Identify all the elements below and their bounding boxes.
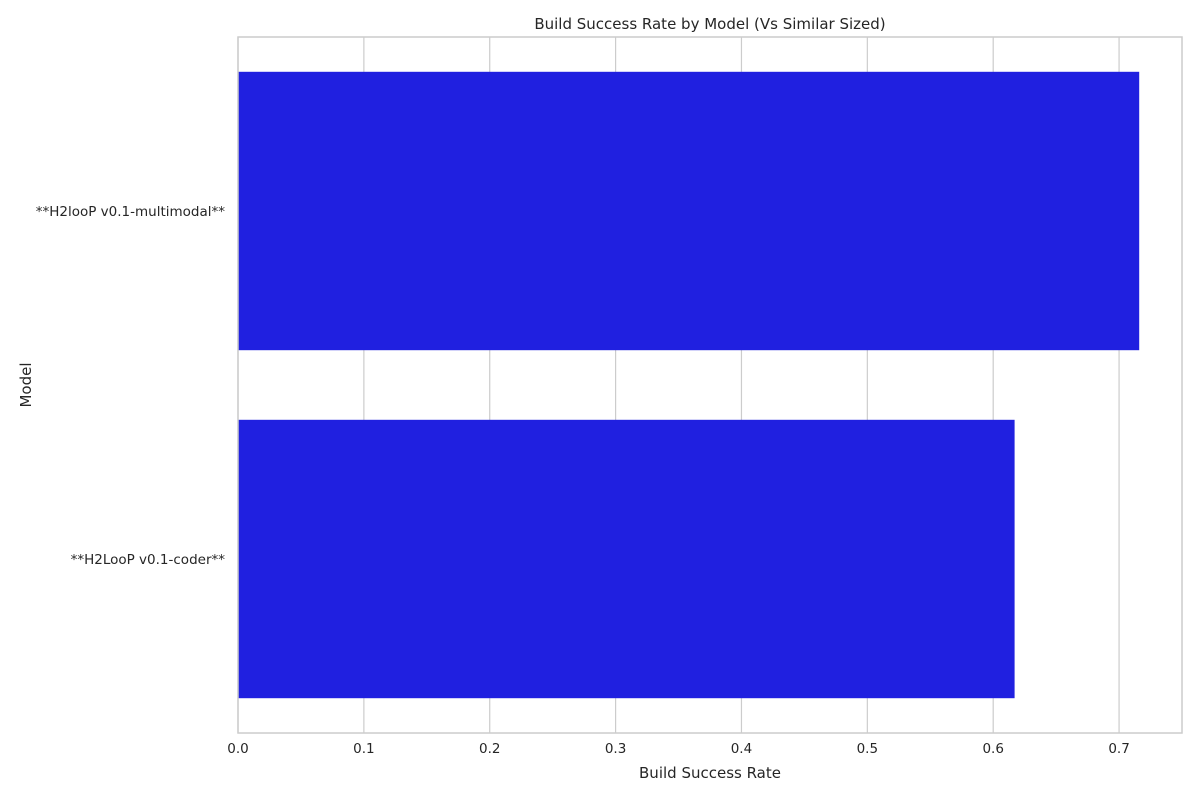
y-tick-labels: **H2looP v0.1-multimodal** **H2LooP v0.1-… [36,204,226,568]
x-axis-label: Build Success Rate [639,764,781,782]
x-tick-label: 0.6 [982,741,1003,757]
x-tick-label: 0.5 [857,741,878,757]
x-tick-labels: 0.0 0.1 0.2 0.3 0.4 0.5 0.6 0.7 [227,741,1130,757]
x-tick-label: 0.2 [479,741,500,757]
chart-title: Build Success Rate by Model (Vs Similar … [534,15,885,33]
x-tick-label: 0.3 [605,741,626,757]
x-tick-label: 0.1 [353,741,374,757]
y-tick-label: **H2looP v0.1-multimodal** [36,204,226,220]
bars [238,71,1140,699]
y-tick-label: **H2LooP v0.1-coder** [71,552,226,568]
bar [238,419,1015,699]
y-axis-label: Model [17,362,35,407]
x-tick-label: 0.0 [227,741,248,757]
x-tick-label: 0.4 [731,741,752,757]
bar [238,71,1140,351]
x-tick-label: 0.7 [1108,741,1129,757]
plot-frame [237,36,1183,734]
